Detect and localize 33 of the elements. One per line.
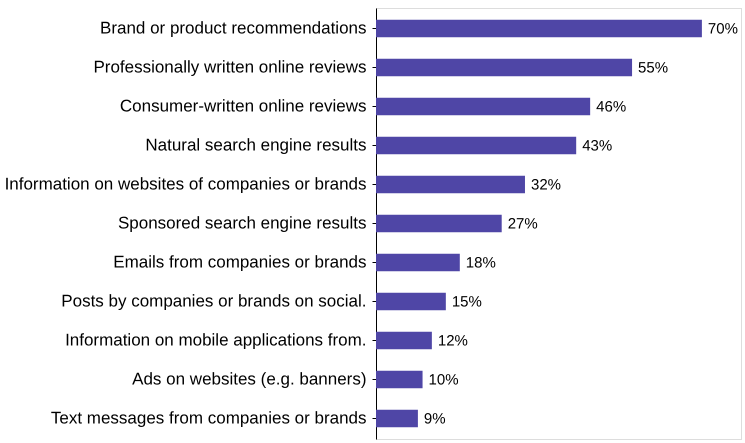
bar: [376, 370, 423, 388]
bar: [376, 20, 702, 38]
data-label: 43%: [582, 137, 612, 154]
data-label: 55%: [638, 59, 668, 76]
y-tick-label: Information on websites of companies or brands: [4, 174, 366, 194]
y-tick-label: Natural search engine results: [145, 135, 366, 154]
data-label: 10%: [428, 372, 459, 389]
y-tick-label: Information on mobile applications from.: [65, 330, 366, 350]
y-tick-label: Sponsored search engine results: [118, 214, 366, 232]
y-tick-label: Posts by companies or brands on social.: [61, 292, 366, 311]
data-label: 27%: [508, 216, 538, 232]
bar: [376, 292, 446, 310]
bar: [376, 214, 502, 232]
y-tick-label: Text messages from companies or brands: [50, 408, 366, 428]
data-label: 9%: [424, 410, 446, 428]
data-label: 46%: [596, 98, 626, 116]
y-tick-label: Consumer-written online reviews: [120, 96, 366, 116]
bar: [376, 58, 632, 76]
bar: [376, 410, 418, 428]
data-label: 32%: [530, 176, 562, 194]
bar: [376, 332, 432, 350]
data-label: 12%: [438, 332, 468, 350]
y-tick-label: Ads on websites (e.g. banners): [132, 370, 366, 389]
data-label: 70%: [708, 20, 738, 38]
bar: [376, 136, 576, 154]
y-tick-label: Emails from companies or brands: [113, 252, 366, 272]
data-label: 15%: [452, 294, 482, 311]
data-label: 18%: [466, 254, 496, 272]
bar: [376, 176, 525, 194]
bar: [376, 98, 590, 116]
y-tick-label: Professionally written online reviews: [93, 57, 366, 76]
y-tick-label: Brand or product recommendations: [100, 18, 366, 38]
bar: [376, 254, 460, 272]
